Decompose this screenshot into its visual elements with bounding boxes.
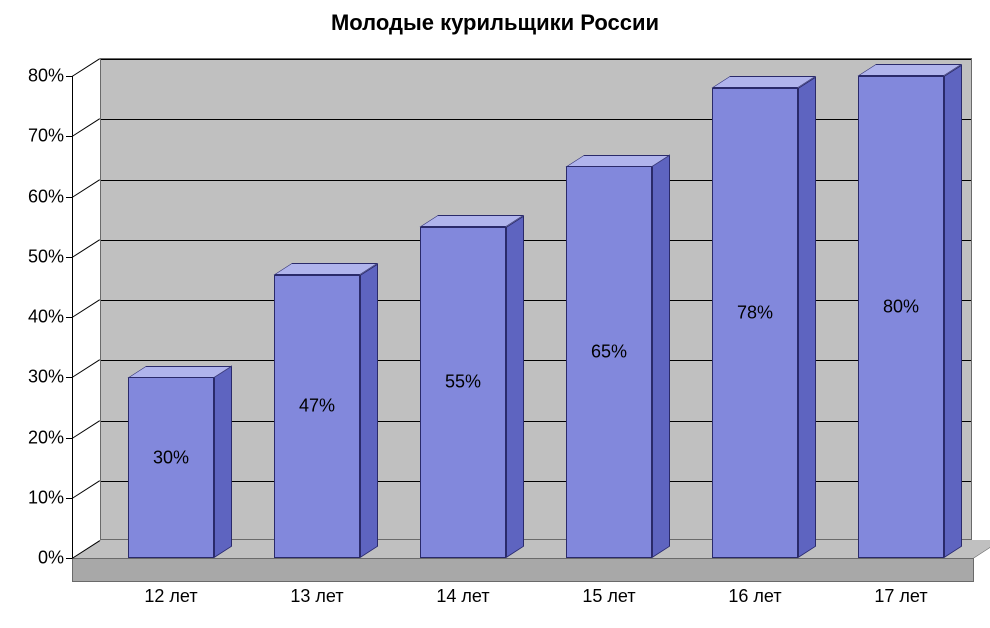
y-tick-label: 50% [0, 246, 64, 267]
bar-side [652, 155, 670, 558]
bar-side [360, 263, 378, 558]
y-tick-label: 60% [0, 186, 64, 207]
y-tick-label: 10% [0, 487, 64, 508]
bar-value-label: 30% [128, 447, 214, 468]
bar-value-label: 47% [274, 396, 360, 417]
y-grid-connector [72, 480, 101, 499]
bar-value-label: 55% [420, 372, 506, 393]
x-tick-label: 15 лет [546, 586, 672, 607]
bar-top [128, 366, 232, 378]
y-tick-label: 30% [0, 367, 64, 388]
y-tick-label: 40% [0, 307, 64, 328]
y-axis-line [72, 76, 73, 558]
bar-side [506, 215, 524, 558]
chart-title: Молодые курильщики России [0, 10, 990, 36]
bar-value-label: 78% [712, 303, 798, 324]
x-tick-label: 17 лет [838, 586, 964, 607]
y-tick-label: 70% [0, 126, 64, 147]
y-grid-connector [72, 179, 101, 198]
gridline [101, 300, 971, 301]
y-grid-connector [72, 359, 101, 378]
y-grid-connector [72, 118, 101, 137]
y-tick-label: 20% [0, 427, 64, 448]
chart-container: Молодые курильщики России 0% 10% 20% 30% 40%… [0, 0, 990, 628]
gridline [101, 240, 971, 241]
gridline [101, 360, 971, 361]
floor-front [72, 558, 974, 582]
y-grid-connector [72, 420, 101, 439]
bar-side [798, 76, 816, 558]
y-grid-connector [72, 299, 101, 318]
y-tick-label: 0% [0, 548, 64, 569]
y-grid-connector [72, 58, 101, 77]
bar-side [944, 64, 962, 558]
bar-top [566, 155, 670, 167]
gridline [101, 59, 971, 60]
gridline [101, 180, 971, 181]
x-tick-label: 12 лет [108, 586, 234, 607]
bar-value-label: 80% [858, 297, 944, 318]
bar-top [274, 263, 378, 275]
bar-side [214, 366, 232, 558]
bar-top [420, 215, 524, 227]
gridline [101, 119, 971, 120]
x-tick-label: 16 лет [692, 586, 818, 607]
y-grid-connector [72, 239, 101, 258]
x-tick-label: 13 лет [254, 586, 380, 607]
y-tick-label: 80% [0, 66, 64, 87]
bar-value-label: 65% [566, 342, 652, 363]
x-tick-label: 14 лет [400, 586, 526, 607]
